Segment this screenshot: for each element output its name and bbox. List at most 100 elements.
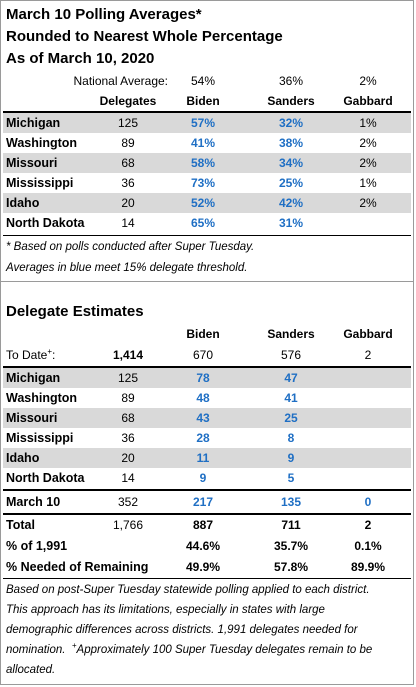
biden-value: 11 <box>196 451 210 465</box>
to-date-biden: 670 <box>192 348 214 362</box>
sanders-value: 32% <box>278 116 304 130</box>
polling-title-line-1: March 10 Polling Averages* <box>6 6 202 23</box>
biden-value: 78 <box>196 371 210 385</box>
delegates-value: 20 <box>121 196 135 210</box>
state-name: Michigan <box>6 371 61 385</box>
polling-header-row: Delegates Biden Sanders Gabbard <box>3 91 411 111</box>
state-name: Missouri <box>6 156 58 170</box>
march10-biden: 217 <box>192 495 214 509</box>
delegates-value: 36 <box>121 431 135 445</box>
polling-title-line-3: As of March 10, 2020 <box>6 50 155 67</box>
section-divider <box>0 281 414 282</box>
table-row: Idaho 20 52% 42% 2% <box>3 193 411 213</box>
total-delegates: 1,766 <box>112 518 144 532</box>
delegates-value: 20 <box>121 451 135 465</box>
divider <box>3 578 411 579</box>
header-delegates: Delegates <box>99 94 157 108</box>
sanders-value: 9 <box>287 451 295 465</box>
pct-of-row: % of 1,991 44.6% 35.7% 0.1% <box>3 536 411 556</box>
gabbard-value: 1% <box>359 176 377 190</box>
state-name: Mississippi <box>6 176 74 190</box>
pct-needed-biden: 49.9% <box>185 560 221 574</box>
sanders-value: 25% <box>278 176 304 190</box>
total-row: Total 1,766 887 711 2 <box>3 515 411 535</box>
divider <box>3 513 411 515</box>
delegates-value: 125 <box>117 371 139 385</box>
estimates-note-5: allocated. <box>6 664 56 676</box>
pct-of-gabbard: 0.1% <box>354 539 382 553</box>
sanders-value: 25 <box>284 411 298 425</box>
delegates-value: 14 <box>121 471 135 485</box>
header-gabbard: Gabbard <box>343 327 393 341</box>
national-average-label: National Average: <box>73 74 168 88</box>
table-row: North Dakota 14 9 5 <box>3 468 411 488</box>
biden-value: 9 <box>199 471 207 485</box>
national-sanders: 36% <box>278 74 304 88</box>
sanders-value: 47 <box>284 371 298 385</box>
delegates-value: 125 <box>117 116 139 130</box>
table-row: Michigan 125 57% 32% 1% <box>3 113 411 133</box>
biden-value: 41% <box>190 136 216 150</box>
table-row: Idaho 20 11 9 <box>3 448 411 468</box>
sanders-value: 31% <box>278 216 304 230</box>
estimates-note-4: nomination. +Approximately 100 Super Tue… <box>6 641 373 656</box>
table-row: Missouri 68 58% 34% 2% <box>3 153 411 173</box>
gabbard-value: 2% <box>359 156 377 170</box>
national-gabbard: 2% <box>359 74 377 88</box>
pct-needed-label: % Needed of Remaining <box>6 560 149 574</box>
polling-note-2: Averages in blue meet 15% delegate thres… <box>6 262 248 274</box>
state-name: Michigan <box>6 116 61 130</box>
state-name: North Dakota <box>6 471 85 485</box>
polling-title-line-2: Rounded to Nearest Whole Percentage <box>6 28 283 45</box>
total-gabbard: 2 <box>364 518 372 532</box>
header-biden: Biden <box>186 94 220 108</box>
pct-of-biden: 44.6% <box>185 539 221 553</box>
delegates-value: 89 <box>121 391 135 405</box>
to-date-gabbard: 2 <box>364 348 372 362</box>
delegates-value: 89 <box>121 136 135 150</box>
state-name: Idaho <box>6 451 40 465</box>
header-gabbard: Gabbard <box>343 94 393 108</box>
table-row: Washington 89 48 41 <box>3 388 411 408</box>
biden-value: 58% <box>190 156 216 170</box>
biden-value: 57% <box>190 116 216 130</box>
sanders-value: 5 <box>287 471 295 485</box>
divider <box>3 111 411 113</box>
estimates-note-2: This approach has its limitations, espec… <box>6 604 325 616</box>
state-name: North Dakota <box>6 216 85 230</box>
to-date-sanders: 576 <box>280 348 302 362</box>
state-name: Idaho <box>6 196 40 210</box>
march10-delegates: 352 <box>117 495 139 509</box>
biden-value: 52% <box>190 196 216 210</box>
table-row: North Dakota 14 65% 31% <box>3 213 411 233</box>
header-biden: Biden <box>186 327 220 341</box>
table-row: Washington 89 41% 38% 2% <box>3 133 411 153</box>
biden-value: 28 <box>196 431 210 445</box>
to-date-label: To Date+: <box>6 347 56 363</box>
total-biden: 887 <box>192 518 214 532</box>
state-name: Washington <box>6 136 78 150</box>
gabbard-value: 2% <box>359 196 377 210</box>
march10-gabbard: 0 <box>364 495 372 509</box>
pct-needed-row: % Needed of Remaining 49.9% 57.8% 89.9% <box>3 557 411 577</box>
estimates-note-3: demographic differences across districts… <box>6 624 358 636</box>
march10-sanders: 135 <box>280 495 302 509</box>
total-label: Total <box>6 518 35 532</box>
pct-needed-gabbard: 89.9% <box>350 560 386 574</box>
biden-value: 43 <box>196 411 210 425</box>
sanders-value: 34% <box>278 156 304 170</box>
estimates-note-1: Based on post-Super Tuesday statewide po… <box>6 584 370 596</box>
delegates-value: 68 <box>121 411 135 425</box>
sanders-value: 42% <box>278 196 304 210</box>
divider <box>3 235 411 236</box>
to-date-row: To Date+: 1,414 670 576 2 <box>3 345 411 365</box>
sanders-value: 41 <box>284 391 298 405</box>
pct-needed-sanders: 57.8% <box>273 560 309 574</box>
gabbard-value: 1% <box>359 116 377 130</box>
pct-of-sanders: 35.7% <box>273 539 309 553</box>
table-row: Michigan 125 78 47 <box>3 368 411 388</box>
march10-label: March 10 <box>6 495 61 509</box>
march10-row: March 10 352 217 135 0 <box>3 492 411 512</box>
delegates-value: 68 <box>121 156 135 170</box>
delegates-value: 36 <box>121 176 135 190</box>
